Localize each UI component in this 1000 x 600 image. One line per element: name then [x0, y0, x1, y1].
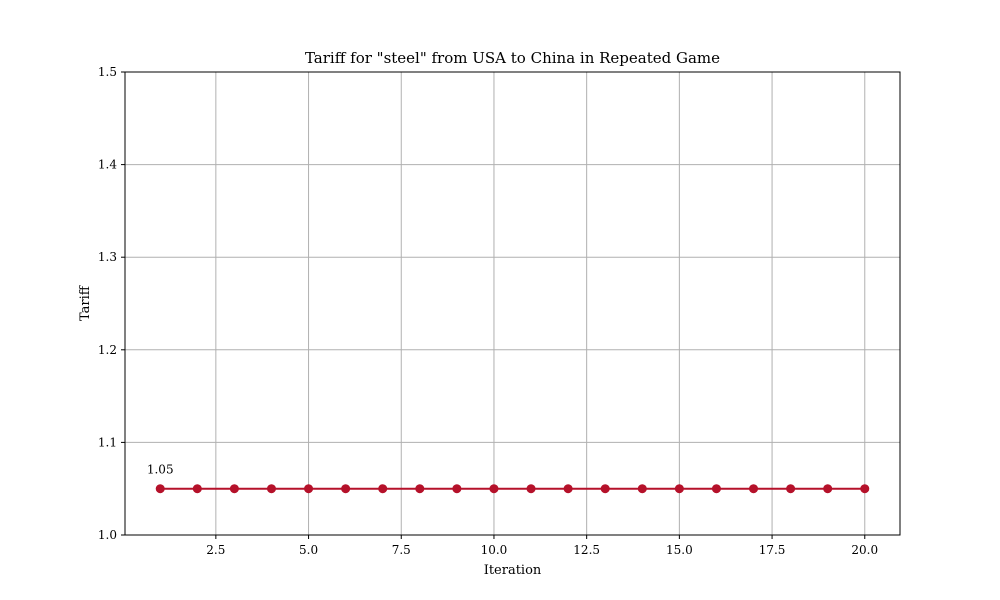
- y-axis-label: Tariff: [78, 284, 93, 321]
- data-point: [638, 484, 647, 493]
- data-point: [527, 484, 536, 493]
- x-tick-label: 5.0: [299, 543, 318, 557]
- y-tick-label: 1.0: [98, 528, 117, 542]
- x-axis-label: Iteration: [484, 563, 542, 578]
- data-point: [156, 484, 165, 493]
- data-point: [675, 484, 684, 493]
- x-tick-label: 12.5: [573, 543, 600, 557]
- x-tick-label: 10.0: [481, 543, 508, 557]
- annotation-layer: 1.05: [147, 463, 174, 477]
- data-point: [304, 484, 313, 493]
- data-point: [267, 484, 276, 493]
- x-tick-label: 15.0: [666, 543, 693, 557]
- data-point: [378, 484, 387, 493]
- y-tick-label: 1.1: [98, 435, 117, 449]
- data-point: [193, 484, 202, 493]
- x-tick-label: 20.0: [851, 543, 878, 557]
- data-point: [341, 484, 350, 493]
- y-tick-label: 1.2: [98, 343, 117, 357]
- data-point: [452, 484, 461, 493]
- y-tick-label: 1.5: [98, 65, 117, 79]
- data-point: [601, 484, 610, 493]
- data-point: [823, 484, 832, 493]
- data-point: [415, 484, 424, 493]
- data-point: [860, 484, 869, 493]
- y-tick-label: 1.4: [98, 158, 117, 172]
- data-point: [749, 484, 758, 493]
- data-point: [564, 484, 573, 493]
- data-point: [712, 484, 721, 493]
- data-point: [489, 484, 498, 493]
- x-tick-label: 17.5: [759, 543, 786, 557]
- y-tick-label: 1.3: [98, 250, 117, 264]
- data-point: [786, 484, 795, 493]
- x-tick-label: 2.5: [206, 543, 225, 557]
- data-point: [230, 484, 239, 493]
- chart-title: Tariff for "steel" from USA to China in …: [305, 49, 720, 67]
- x-tick-label: 7.5: [392, 543, 411, 557]
- data-label: 1.05: [147, 463, 174, 477]
